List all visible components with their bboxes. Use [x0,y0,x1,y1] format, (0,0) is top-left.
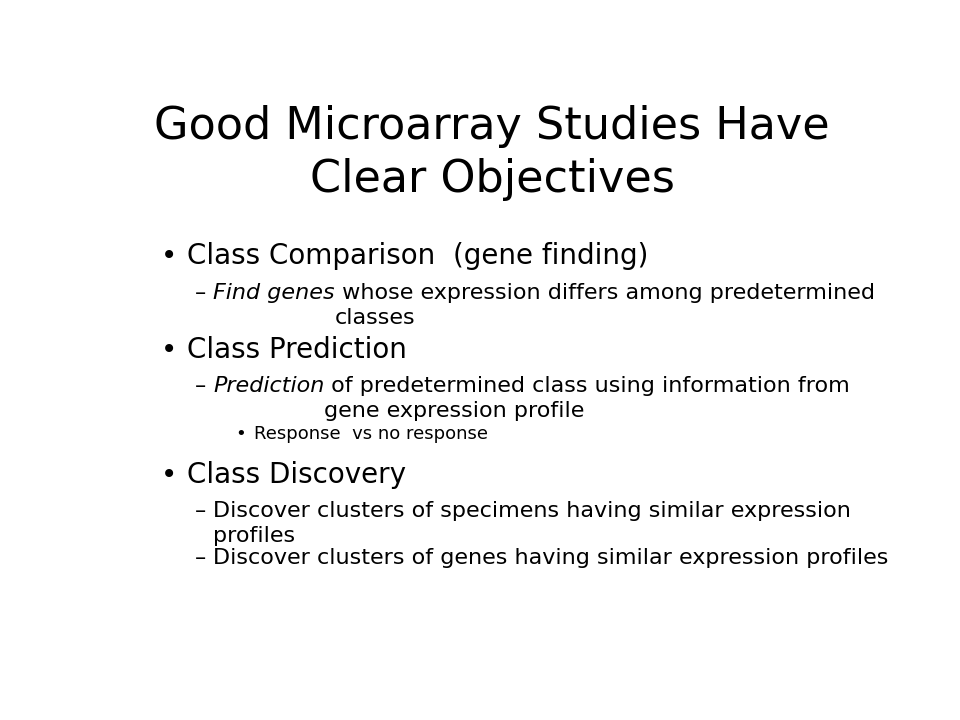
Text: –: – [194,501,205,521]
Text: Discover clusters of genes having similar expression profiles: Discover clusters of genes having simila… [213,548,888,567]
Text: •: • [161,336,178,364]
Text: •: • [161,461,178,489]
Text: Find genes: Find genes [213,283,335,303]
Text: of predetermined class using information from
gene expression profile: of predetermined class using information… [324,377,851,421]
Text: Good Microarray Studies Have
Clear Objectives: Good Microarray Studies Have Clear Objec… [155,105,829,201]
Text: –: – [194,283,205,303]
Text: Discover clusters of specimens having similar expression
profiles: Discover clusters of specimens having si… [213,501,851,546]
Text: Response  vs no response: Response vs no response [253,425,488,443]
Text: Prediction: Prediction [213,377,324,396]
Text: Class Comparison  (gene finding): Class Comparison (gene finding) [187,242,648,269]
Text: Class Discovery: Class Discovery [187,461,406,489]
Text: Class Prediction: Class Prediction [187,336,407,364]
Text: –: – [194,548,205,567]
Text: •: • [235,425,246,443]
Text: whose expression differs among predetermined
classes: whose expression differs among predeterm… [335,283,875,328]
Text: •: • [161,242,178,269]
Text: –: – [194,377,205,396]
